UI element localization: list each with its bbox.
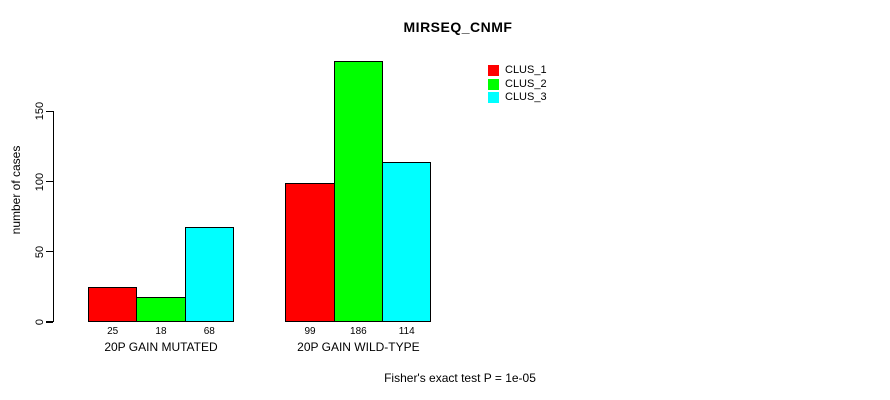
bar-value-label: 114 xyxy=(398,326,415,337)
legend-label: CLUS_2 xyxy=(505,77,547,90)
y-axis-tick-label: 50 xyxy=(34,245,46,258)
legend-item-clus_3: CLUS_3 xyxy=(488,92,547,103)
legend-swatch-clus_2 xyxy=(488,78,499,90)
y-axis-tick xyxy=(46,181,53,183)
bar-value-label: 186 xyxy=(350,326,367,337)
bar-clus_1 xyxy=(285,183,335,322)
bar-clus_3 xyxy=(382,161,432,322)
bar-value-label: 99 xyxy=(304,326,316,337)
legend-item-clus_1: CLUS_1 xyxy=(488,65,547,76)
bar-value-label: 18 xyxy=(155,326,167,337)
legend-label: CLUS_3 xyxy=(505,91,547,103)
chart-title: MIRSEQ_CNMF xyxy=(403,19,513,35)
legend-swatch-clus_1 xyxy=(488,65,499,76)
legend-item-clus_2: CLUS_2 xyxy=(488,77,547,90)
legend-label: CLUS_1 xyxy=(505,64,547,76)
legend-swatch-clus_3 xyxy=(488,92,499,103)
y-axis-tick xyxy=(46,110,53,112)
y-axis-title: number of cases xyxy=(9,145,23,235)
y-axis-tick xyxy=(46,321,53,323)
y-axis-line xyxy=(53,111,55,322)
y-axis-tick xyxy=(46,251,53,253)
bar-value-label: 68 xyxy=(203,326,215,337)
annotation-text: Fisher's exact test P = 1e-05 xyxy=(384,371,536,385)
y-axis-tick-label: 0 xyxy=(34,318,46,326)
bar-clus_3 xyxy=(184,226,234,322)
y-axis-tick-label: 150 xyxy=(34,102,46,121)
y-axis-tick-label: 100 xyxy=(34,172,46,191)
bar-value-label: 25 xyxy=(107,326,119,337)
bar-clus_2 xyxy=(136,296,186,322)
category-label: 20P GAIN MUTATED xyxy=(104,340,218,354)
bar-clus_1 xyxy=(88,286,138,322)
bar-clus_2 xyxy=(333,60,384,322)
legend: CLUS_1 CLUS_2 CLUS_3 xyxy=(488,65,547,103)
category-label: 20P GAIN WILD-TYPE xyxy=(297,340,420,354)
